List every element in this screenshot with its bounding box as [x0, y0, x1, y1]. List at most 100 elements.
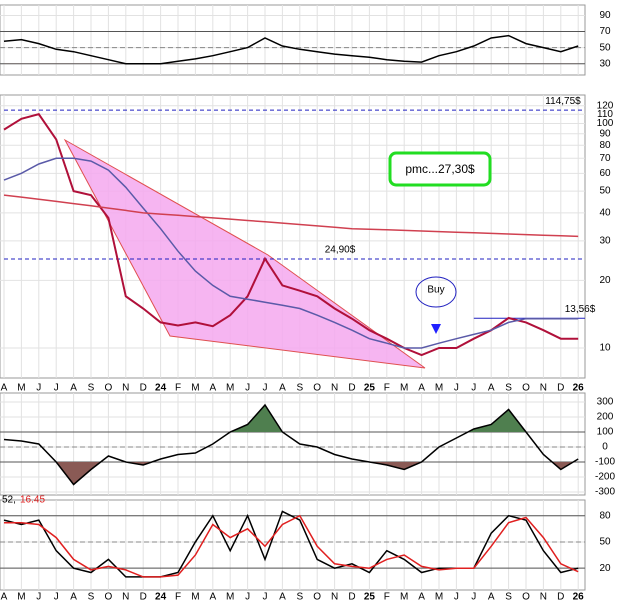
y-tick-label: 70 [599, 26, 611, 37]
x-tick-label: A [70, 383, 77, 394]
y-tick-label: 120 [597, 100, 614, 111]
x-tick-label: O [313, 592, 321, 603]
fill-area [4, 462, 579, 485]
x-tick-label: A [488, 592, 495, 603]
y-tick-label: 30 [599, 236, 611, 247]
x-tick-label: J [36, 592, 41, 603]
y-tick-label: 50 [599, 42, 611, 53]
y-tick-label: 40 [599, 207, 611, 218]
x-tick-label: J [245, 383, 250, 394]
y-tick-label: 60 [599, 168, 611, 179]
x-tick-label: M [17, 383, 25, 394]
x-tick-label: M [435, 592, 443, 603]
y-tick-label: 200 [597, 412, 614, 423]
x-tick-label: M [400, 592, 408, 603]
x-tick-label: J [54, 383, 59, 394]
series-line [3, 510, 579, 578]
x-tick-label: M [226, 383, 234, 394]
x-tick-label: 24 [155, 383, 167, 394]
y-tick-label: -300 [595, 487, 615, 498]
x-tick-label: D [140, 383, 147, 394]
x-tick-label: N [122, 383, 129, 394]
y-tick-label: 80 [599, 510, 611, 521]
indicator-period: 52, [2, 495, 16, 506]
panel-frame [0, 499, 586, 591]
x-tick-label: J [471, 592, 476, 603]
x-tick-label: A [1, 383, 8, 394]
x-tick-label: J [245, 592, 250, 603]
y-tick-label: 20 [599, 563, 611, 574]
y-tick-label: 300 [597, 397, 614, 408]
x-tick-label: D [348, 383, 355, 394]
y-tick-label: 90 [599, 10, 611, 21]
y-tick-label: -100 [595, 457, 615, 468]
y-tick-label: 80 [599, 140, 611, 151]
y-tick-label: 20 [599, 275, 611, 286]
x-tick-label: N [331, 383, 338, 394]
series-line [3, 157, 579, 349]
series-line [3, 194, 579, 238]
x-tick-label: D [557, 592, 564, 603]
x-tick-label: A [279, 383, 286, 394]
buy-circle [415, 276, 457, 308]
x-tick-label: S [296, 592, 303, 603]
x-tick-label: F [384, 383, 390, 394]
panel-frame [0, 392, 586, 496]
x-tick-label: A [418, 592, 425, 603]
y-tick-label: 70 [599, 153, 611, 164]
level-label: 13,56$ [565, 304, 596, 315]
x-tick-label: F [384, 592, 390, 603]
panel-frame [0, 4, 586, 76]
x-tick-label: N [540, 383, 547, 394]
x-tick-label: J [454, 592, 459, 603]
x-tick-label: 26 [573, 383, 585, 394]
x-tick-label: N [540, 592, 547, 603]
panel-frame [0, 94, 586, 379]
y-tick-label: 50 [599, 186, 611, 197]
y-tick-label: 10 [599, 343, 611, 354]
y-tick-label: 100 [597, 118, 614, 129]
x-tick-label: O [105, 592, 113, 603]
fill-area [4, 405, 579, 432]
x-tick-label: F [175, 592, 181, 603]
x-tick-label: J [471, 383, 476, 394]
x-tick-label: A [209, 592, 216, 603]
y-tick-label: 100 [597, 427, 614, 438]
x-tick-label: D [348, 592, 355, 603]
x-tick-label: S [88, 383, 95, 394]
y-tick-label: -200 [595, 472, 615, 483]
note: pmc...27,30$ [405, 162, 475, 176]
x-tick-label: J [36, 383, 41, 394]
x-tick-label: 25 [364, 383, 376, 394]
x-tick-label: S [296, 383, 303, 394]
x-tick-label: M [226, 592, 234, 603]
x-tick-label: J [54, 592, 59, 603]
y-tick-label: 0 [602, 442, 608, 453]
x-tick-label: M [400, 383, 408, 394]
x-tick-label: O [105, 383, 113, 394]
buy-label: Buy [427, 285, 444, 296]
x-tick-label: M [435, 383, 443, 394]
x-tick-label: 25 [364, 592, 376, 603]
level-label: 114,75$ [545, 96, 581, 107]
x-tick-label: J [263, 592, 268, 603]
x-tick-label: A [209, 383, 216, 394]
series-line [3, 403, 579, 486]
x-tick-label: J [263, 383, 268, 394]
x-tick-label: D [557, 383, 564, 394]
x-tick-label: M [191, 592, 199, 603]
x-tick-label: A [279, 592, 286, 603]
y-tick-label: 50 [599, 537, 611, 548]
x-tick-label: 24 [155, 592, 167, 603]
x-tick-label: N [331, 592, 338, 603]
x-tick-label: S [505, 383, 512, 394]
y-tick-label: 30 [599, 58, 611, 69]
x-tick-label: F [175, 383, 181, 394]
y-tick-label: 90 [599, 128, 611, 139]
x-tick-label: A [418, 383, 425, 394]
x-tick-label: O [313, 383, 321, 394]
x-tick-label: M [191, 383, 199, 394]
x-tick-label: A [1, 592, 8, 603]
x-tick-label: N [122, 592, 129, 603]
